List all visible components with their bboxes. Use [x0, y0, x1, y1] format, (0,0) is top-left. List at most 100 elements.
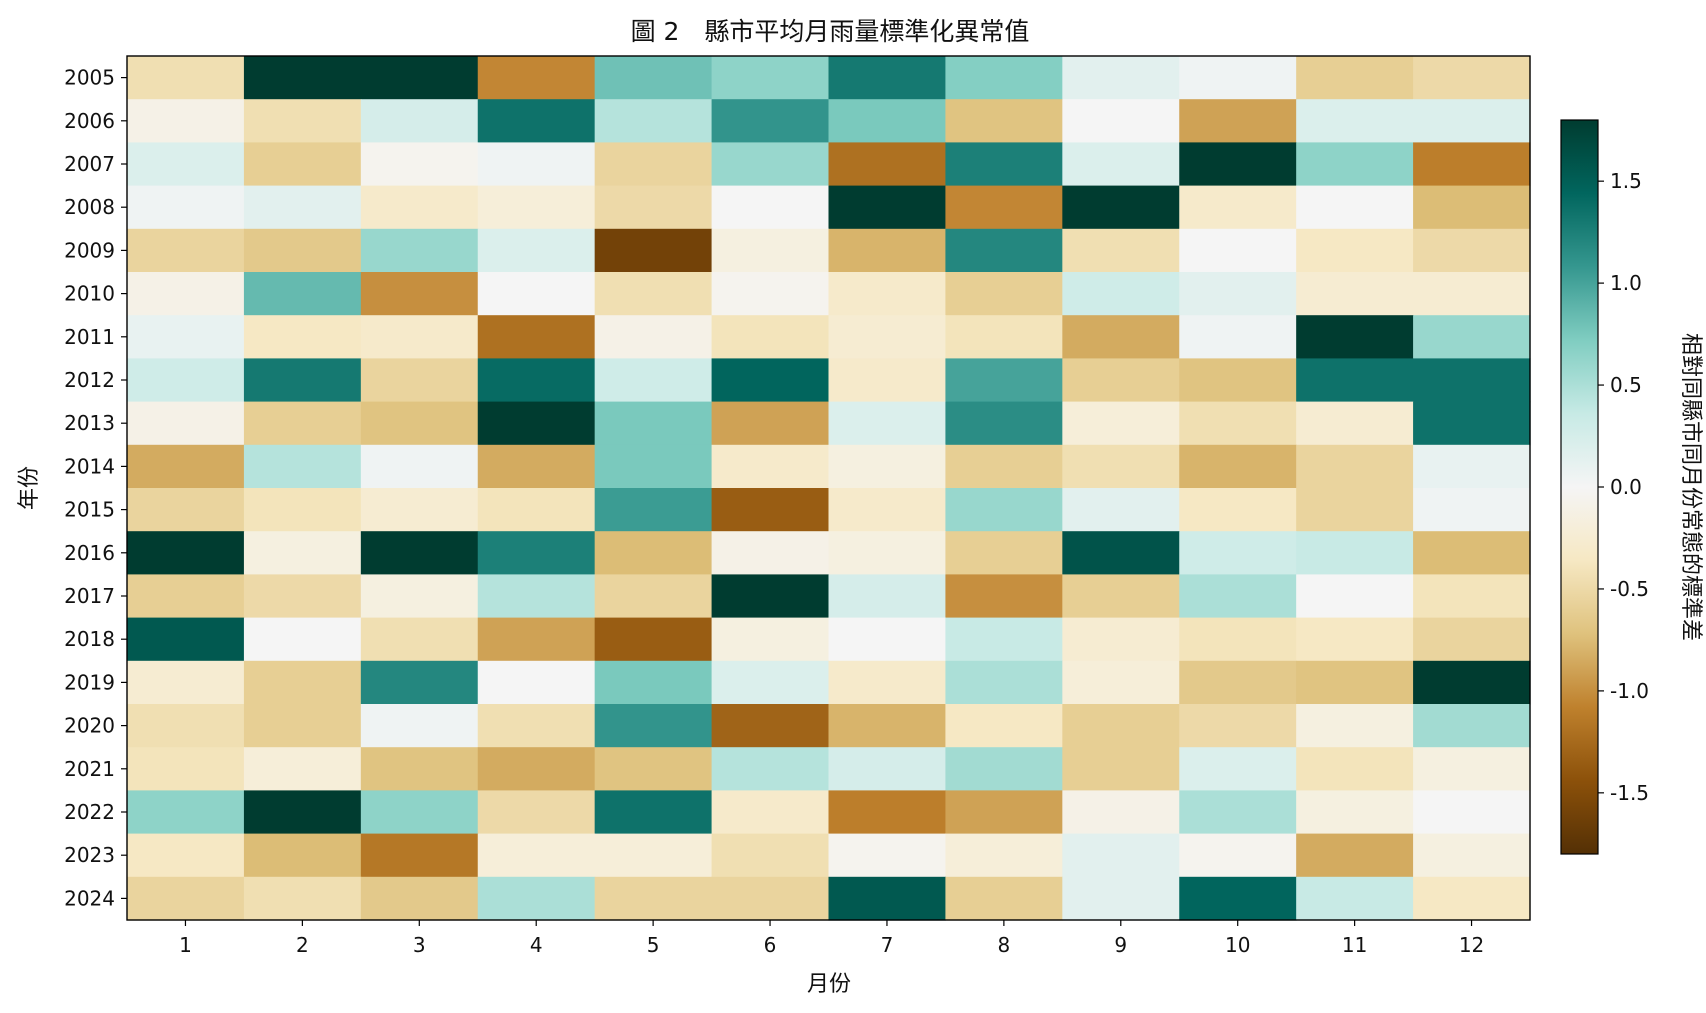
heatmap-cell	[945, 401, 1063, 446]
heatmap-cell	[1062, 56, 1180, 100]
heatmap-cell	[243, 185, 362, 230]
heatmap-cell	[243, 315, 362, 359]
heatmap-cell	[1413, 488, 1531, 532]
x-axis-label: 月份	[807, 972, 851, 997]
heatmap-cell	[360, 747, 479, 791]
heatmap-cell	[594, 56, 713, 100]
heatmap-cell	[1413, 833, 1531, 878]
heatmap-cell	[127, 617, 245, 662]
heatmap-cell	[1413, 56, 1531, 100]
heatmap-cell	[828, 56, 947, 100]
heatmap-cell	[1062, 358, 1180, 403]
heatmap-cell	[945, 747, 1063, 791]
heatmap-cell	[360, 358, 479, 403]
heatmap-cell	[360, 272, 479, 316]
heatmap-cell	[1296, 488, 1414, 532]
heatmap-cell	[711, 704, 830, 748]
heatmap-cell	[1413, 358, 1531, 403]
heatmap-cell	[1413, 315, 1531, 359]
heatmap-cell	[1062, 444, 1180, 489]
heatmap-cell	[1296, 185, 1414, 230]
heatmap-cell	[1062, 747, 1180, 791]
heatmap-cell	[1296, 790, 1414, 835]
heatmap-cell	[828, 358, 947, 403]
heatmap-cell	[127, 142, 245, 187]
heatmap-cell	[1179, 185, 1297, 230]
heatmap-cell	[1413, 228, 1531, 273]
heatmap-cell	[594, 747, 713, 791]
heatmap-cell	[594, 617, 713, 662]
heatmap-cell	[360, 315, 479, 359]
heatmap-cell	[360, 876, 479, 921]
heatmap-cell	[1296, 56, 1414, 100]
heatmap-cell	[1296, 444, 1414, 489]
heatmap-cell	[360, 56, 479, 100]
heatmap-cell	[1413, 660, 1531, 705]
heatmap-cell	[360, 142, 479, 187]
heatmap-cell	[243, 747, 362, 791]
heatmap-cell	[127, 315, 245, 359]
chart-title: 圖 2 縣市平均月雨量標準化異常值	[631, 17, 1030, 46]
heatmap-cell	[243, 228, 362, 273]
heatmap-cell	[477, 660, 596, 705]
heatmap-cell	[945, 876, 1063, 921]
colorbar: -1.5 -1.0 -0.5 0.0 0.5 1.0 1.5 相對同縣市同月份常態的標準差	[1560, 119, 1703, 855]
x-tick-label: 9	[1114, 933, 1127, 957]
heatmap-cell	[1413, 876, 1531, 921]
heatmap-cell	[127, 444, 245, 489]
heatmap-cell	[1296, 358, 1414, 403]
colorbar-tick-label: 0.0	[1610, 475, 1642, 499]
heatmap-cell	[711, 660, 830, 705]
heatmap-cell	[1179, 99, 1297, 143]
heatmap-cell	[127, 401, 245, 446]
heatmap-cell	[360, 401, 479, 446]
heatmap-cell	[243, 574, 362, 619]
heatmap-cell	[1062, 401, 1180, 446]
heatmap-cell	[945, 660, 1063, 705]
heatmap-cell	[360, 228, 479, 273]
heatmap-cell	[477, 228, 596, 273]
heatmap-cell	[828, 833, 947, 878]
heatmap-cell	[477, 531, 596, 575]
y-tick-label: 2010	[64, 282, 115, 306]
heatmap-cell	[127, 833, 245, 878]
heatmap-cell	[711, 574, 830, 619]
heatmap-cell	[1296, 315, 1414, 359]
heatmap-cell	[828, 228, 947, 273]
heatmap-cell	[360, 531, 479, 575]
heatmap-cell	[594, 315, 713, 359]
heatmap-cell	[477, 358, 596, 403]
x-tick-label: 10	[1225, 933, 1250, 957]
heatmap-cell	[828, 315, 947, 359]
heatmap-cells	[127, 56, 1531, 921]
y-tick-label: 2023	[64, 843, 115, 867]
heatmap-cell	[711, 617, 830, 662]
heatmap-cell	[360, 488, 479, 532]
colorbar-tick-label: -0.5	[1610, 577, 1649, 601]
heatmap-cell	[1296, 617, 1414, 662]
heatmap-cell	[945, 142, 1063, 187]
heatmap-cell	[1179, 660, 1297, 705]
heatmap-cell	[828, 142, 947, 187]
heatmap-cell	[127, 660, 245, 705]
heatmap-cell	[360, 660, 479, 705]
heatmap-cell	[360, 185, 479, 230]
heatmap-cell	[594, 358, 713, 403]
heatmap-cell	[1413, 790, 1531, 835]
heatmap-cell	[243, 401, 362, 446]
heatmap-cell	[127, 56, 245, 100]
heatmap-cell	[1179, 401, 1297, 446]
heatmap-cell	[594, 185, 713, 230]
heatmap-cell	[945, 358, 1063, 403]
heatmap-cell	[1413, 574, 1531, 619]
colorbar-tick-label: 1.0	[1610, 271, 1642, 295]
heatmap-cell	[594, 833, 713, 878]
heatmap-cell	[1179, 617, 1297, 662]
heatmap-cell	[1179, 228, 1297, 273]
heatmap-cell	[1062, 704, 1180, 748]
heatmap-cell	[127, 876, 245, 921]
y-tick-label: 2024	[64, 886, 115, 910]
heatmap-cell	[945, 704, 1063, 748]
heatmap-cell	[1062, 617, 1180, 662]
